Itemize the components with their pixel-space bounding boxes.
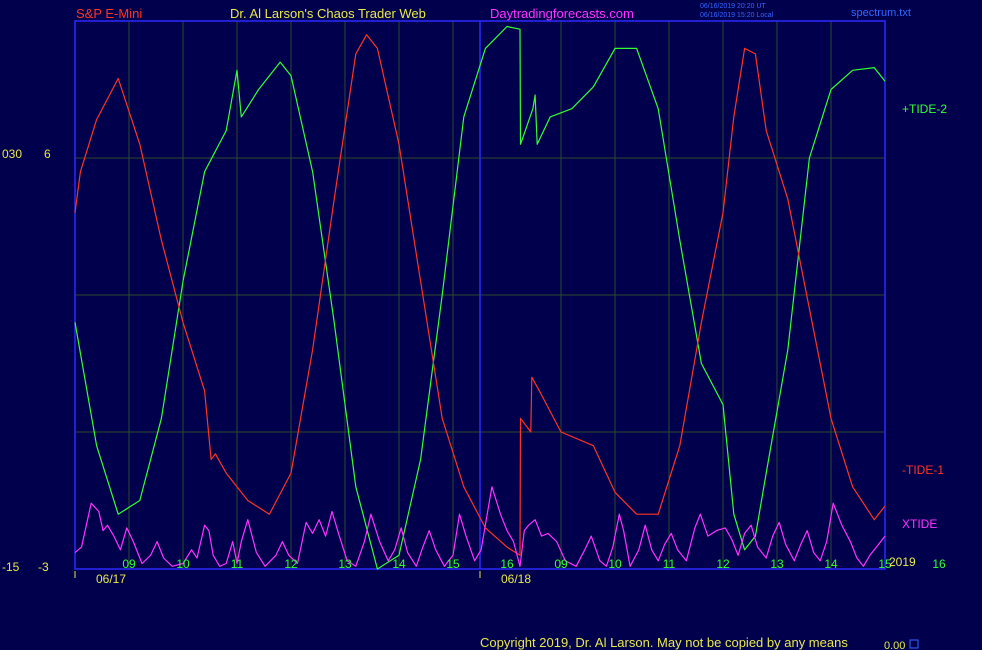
corner-box-icon[interactable] — [909, 639, 919, 649]
header-symbol: S&P E-Mini — [76, 6, 142, 21]
hour-label: 13 — [338, 557, 352, 571]
left-axis-lower-a: -15 — [2, 560, 20, 574]
left-axis-upper-a: 030 — [2, 147, 22, 161]
hour-label: 10 — [176, 557, 190, 571]
series-group — [74, 25, 886, 570]
hour-label: 15 — [878, 557, 892, 571]
legend-tide-minus: -TIDE-1 — [902, 463, 944, 477]
hour-label: 16 — [932, 557, 946, 571]
header-site[interactable]: Daytradingforecasts.com — [490, 6, 634, 21]
left-axis-upper-b: 6 — [44, 147, 51, 161]
hour-label: 11 — [231, 557, 244, 571]
hour-label: 12 — [284, 557, 298, 571]
hour-label: 16 — [500, 557, 514, 571]
series-line-xtide — [74, 486, 886, 567]
header-timestamp-local: 06/16/2019 15:20 Local — [700, 12, 774, 19]
footer-copyright: Copyright 2019, Dr. Al Larson. May not b… — [480, 635, 848, 650]
year-label: 2019 — [889, 555, 916, 569]
hour-label: 11 — [663, 557, 676, 571]
footer-corner-value: 0.00 — [884, 640, 905, 650]
hour-label: 14 — [392, 557, 406, 571]
legend-xtide: XTIDE — [902, 517, 937, 531]
date-label-1: 06/17 — [96, 572, 126, 586]
header-file: spectrum.txt — [851, 7, 911, 19]
series-line-tide-2 — [74, 25, 886, 570]
hour-label: 15 — [446, 557, 460, 571]
x-axis-labels: 09 10 11 12 13 14 15 16 09 10 11 12 13 14 15 16 — [122, 557, 946, 571]
series-line-tide-1 — [74, 34, 886, 556]
date-label-2: 06/18 — [501, 572, 531, 586]
hour-label: 14 — [824, 557, 838, 571]
left-axis-lower-b: -3 — [38, 560, 49, 574]
hour-label: 09 — [122, 557, 136, 571]
hour-label: 10 — [608, 557, 622, 571]
header-timestamp-ut: 06/16/2019 20:20 UT — [700, 3, 766, 10]
header-title: Dr. Al Larson's Chaos Trader Web — [230, 6, 426, 21]
hour-label: 12 — [716, 557, 730, 571]
hour-label: 13 — [770, 557, 784, 571]
legend-tide-plus: +TIDE-2 — [902, 102, 947, 116]
hour-label: 09 — [554, 557, 568, 571]
